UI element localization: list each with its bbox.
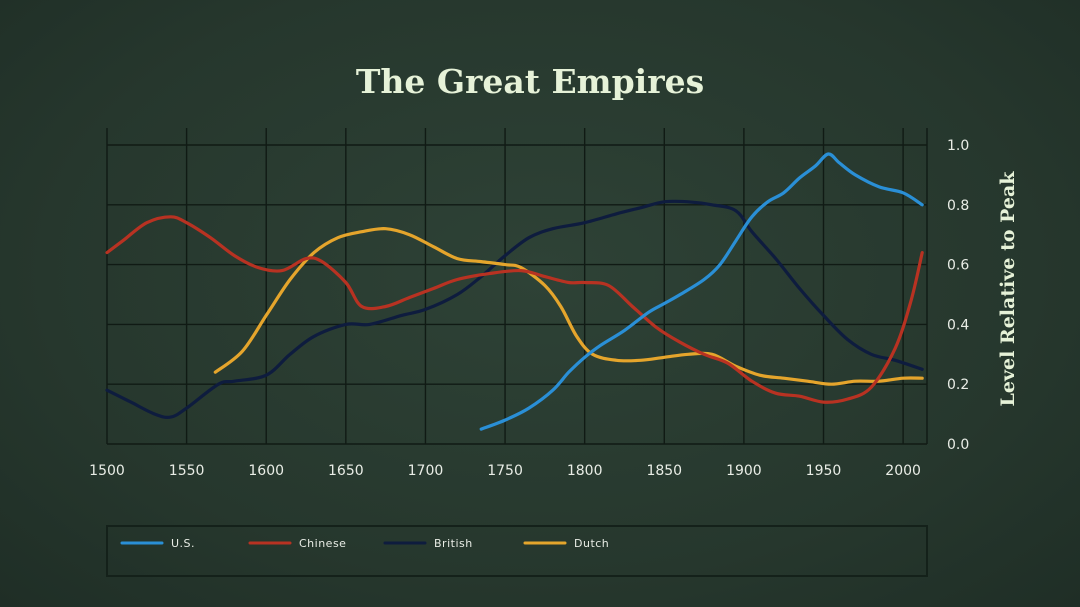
y-tick-label: 0.2 [947, 377, 969, 393]
x-tick-label: 1950 [806, 463, 842, 479]
y-axis-label: Level Relative to Peak [997, 171, 1019, 407]
x-tick-label: 1700 [408, 463, 444, 479]
x-tick-label: 1800 [567, 463, 603, 479]
legend: U.S. Chinese British Dutch [106, 525, 928, 577]
series-lines [105, 152, 924, 431]
x-axis: 1500 1550 1600 1650 1700 1750 1800 1850 1900 1950… [89, 463, 921, 479]
x-tick-label: 1550 [169, 463, 205, 479]
x-tick-label: 1900 [726, 463, 762, 479]
series-line-dutch [213, 227, 924, 386]
y-tick-label: 0.4 [947, 317, 969, 333]
y-tick-label: 0.0 [947, 437, 969, 453]
y-tick-label: 0.6 [947, 258, 969, 274]
x-tick-label: 1500 [89, 463, 125, 479]
x-tick-label: 2000 [885, 463, 921, 479]
chart-title: The Great Empires [355, 62, 705, 101]
y-tick-label: 0.8 [947, 198, 969, 214]
series-line-us [479, 152, 924, 431]
x-tick-label: 1600 [248, 463, 284, 479]
series-line-british [105, 199, 924, 420]
y-axis: 0.0 0.2 0.4 0.6 0.8 1.0 [947, 138, 969, 453]
y-tick-label: 1.0 [947, 138, 969, 154]
x-tick-label: 1850 [646, 463, 682, 479]
legend-frame [106, 525, 928, 577]
grid [106, 128, 928, 445]
x-tick-label: 1650 [328, 463, 364, 479]
legend-label-dutch: Dutch [574, 537, 609, 550]
legend-label-british: British [434, 537, 473, 550]
series-line-chinese [105, 215, 924, 404]
legend-label-chinese: Chinese [299, 537, 346, 550]
x-tick-label: 1750 [487, 463, 523, 479]
legend-label-us: U.S. [171, 537, 195, 550]
